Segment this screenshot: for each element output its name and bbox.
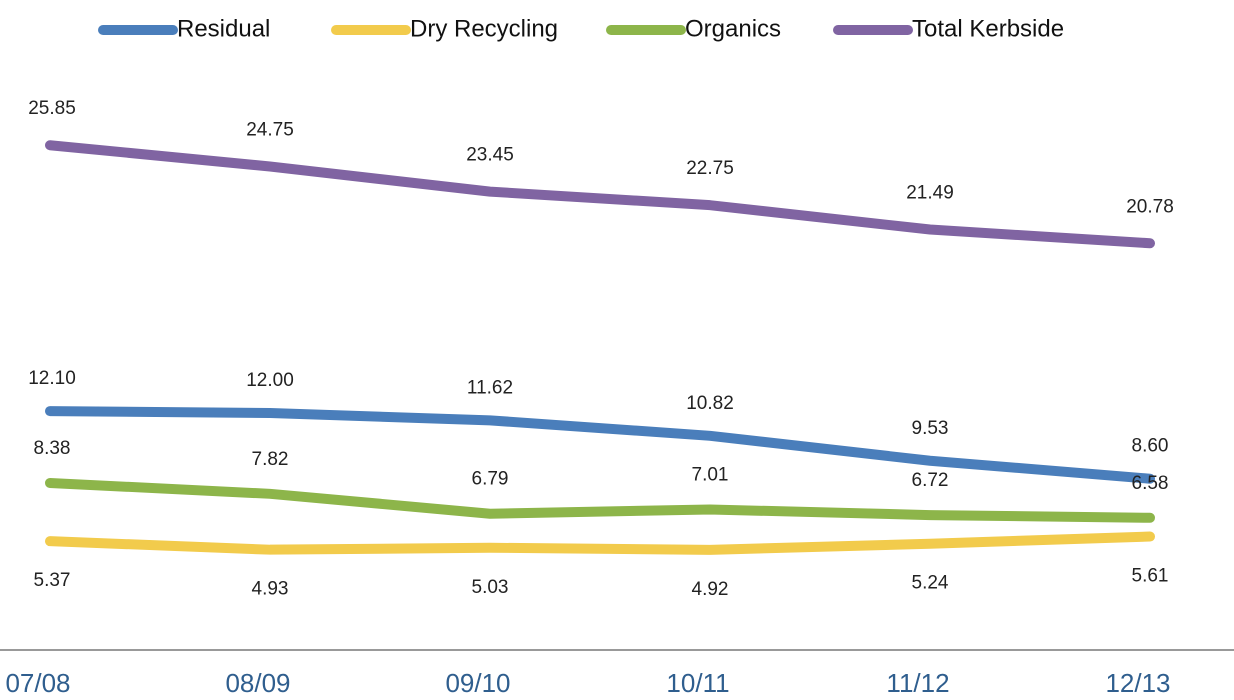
series-line — [45, 406, 1155, 484]
data-label: 6.72 — [912, 470, 949, 491]
data-label: 4.92 — [692, 579, 729, 600]
x-tick-label: 12/13 — [1105, 668, 1170, 698]
data-label: 12.10 — [28, 368, 76, 389]
data-label: 6.58 — [1132, 473, 1169, 494]
data-label: 20.78 — [1126, 196, 1174, 217]
data-label: 5.24 — [912, 573, 949, 594]
data-label: 22.75 — [686, 158, 734, 179]
legend-label: Residual — [177, 15, 270, 42]
data-label: 7.82 — [252, 449, 289, 470]
data-label: 5.61 — [1132, 566, 1169, 587]
x-tick-label: 09/10 — [445, 668, 510, 698]
data-label: 24.75 — [246, 120, 294, 141]
x-tick-label: 07/08 — [5, 668, 70, 698]
data-label: 5.37 — [34, 570, 71, 591]
series-line — [45, 531, 1155, 555]
data-label: 7.01 — [692, 464, 729, 485]
data-label: 10.82 — [686, 393, 734, 414]
data-label: 8.60 — [1132, 436, 1169, 457]
data-label: 12.00 — [246, 370, 294, 391]
legend-label: Total Kerbside — [912, 15, 1064, 42]
legend-label: Dry Recycling — [410, 15, 558, 42]
data-label: 4.93 — [252, 579, 289, 600]
series-line — [45, 140, 1155, 249]
data-label: 8.38 — [34, 438, 71, 459]
data-label: 9.53 — [912, 418, 949, 439]
data-label: 21.49 — [906, 183, 954, 204]
data-label: 5.03 — [472, 577, 509, 598]
legend-label: Organics — [685, 15, 781, 42]
data-label: 6.79 — [472, 469, 509, 490]
x-tick-label: 11/12 — [886, 668, 949, 698]
data-label: 11.62 — [467, 377, 513, 398]
series-line — [45, 477, 1155, 523]
x-tick-label: 10/11 — [666, 668, 729, 698]
data-label: 23.45 — [466, 145, 514, 166]
x-tick-label: 08/09 — [225, 668, 290, 698]
data-label: 25.85 — [28, 98, 76, 119]
